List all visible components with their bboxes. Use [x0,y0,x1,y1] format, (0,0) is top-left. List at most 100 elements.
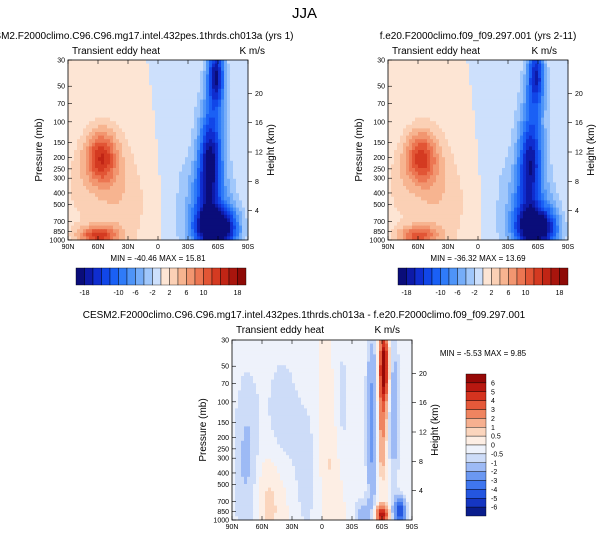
heatmap-cell [116,204,120,208]
heatmap-cell [209,146,213,151]
heatmap-cell [68,114,72,118]
heatmap-cell [218,132,222,136]
heatmap-cell [155,128,159,133]
heatmap-cell [388,85,392,90]
heatmap-cell [523,74,527,79]
heatmap-cell [400,78,404,82]
heatmap-cell [221,135,225,140]
heatmap-cell [215,60,219,64]
heatmap-cell [245,85,249,90]
heatmap-cell [511,150,515,154]
heatmap-cell [110,78,114,82]
heatmap-cell [86,211,90,216]
heatmap-cell [89,70,93,75]
heatmap-cell [448,88,452,93]
heatmap-cell [215,160,219,165]
heatmap-cell [505,106,509,111]
heatmap-cell [215,70,219,75]
heatmap-cell [179,175,183,180]
heatmap-cell [415,85,419,90]
heatmap-cell [391,139,395,144]
heatmap-cell [164,153,168,158]
heatmap-cell [191,189,195,194]
heatmap-cell [227,222,231,226]
heatmap-cell [535,132,539,136]
heatmap-cell [224,74,228,79]
heatmap-cell [206,229,210,234]
heatmap-cell [412,70,416,75]
heatmap-cell [125,150,129,154]
heatmap-cell [535,110,539,115]
heatmap-cell [86,103,90,108]
heatmap-cell [197,164,201,169]
heatmap-cell [457,63,461,68]
heatmap-cell [245,117,249,122]
heatmap-cell [119,164,123,169]
heatmap-cell [505,142,509,147]
heatmap-cell [191,60,195,64]
heatmap-cell [167,114,171,118]
heatmap-cell [218,106,222,111]
heatmap-cell [221,160,225,165]
heatmap-cell [463,114,467,118]
heatmap-cell [212,124,216,129]
heatmap-cell [128,146,132,151]
heatmap-cell [436,117,440,122]
heatmap-cell [412,160,416,165]
heatmap-cell [433,160,437,165]
heatmap-cell [209,164,213,169]
heatmap-cell [239,164,243,169]
heatmap-cell [188,132,192,136]
heatmap-cell [475,88,479,93]
heatmap-cell [206,146,210,151]
heatmap-cell [481,88,485,93]
heatmap-cell [514,160,518,165]
heatmap-cell [221,99,225,104]
heatmap-cell [158,142,162,147]
heatmap-cell [209,88,213,93]
heatmap-cell [212,74,216,79]
heatmap-cell [164,214,168,219]
heatmap-cell [113,225,117,230]
heatmap-cell [191,81,195,86]
heatmap-cell [502,142,506,147]
heatmap-cell [149,139,153,144]
heatmap-cell [463,103,467,108]
heatmap-cell [448,153,452,158]
heatmap-cell [89,128,93,133]
heatmap-cell [239,117,243,122]
heatmap-cell [532,63,536,68]
heatmap-cell [71,186,75,190]
heatmap-cell [403,142,407,147]
heatmap-cell [101,103,105,108]
heatmap-cell [233,232,237,237]
heatmap-cell [499,70,503,75]
heatmap-cell [140,211,144,216]
heatmap-cell [559,121,563,126]
heatmap-cell [391,117,395,122]
heatmap-cell [412,146,416,151]
heatmap-cell [242,189,246,194]
heatmap-cell [239,222,243,226]
heatmap-cell [116,182,120,187]
heatmap-cell [535,157,539,162]
heatmap-cell [137,132,141,136]
heatmap-cell [200,168,204,172]
heatmap-cell [68,70,72,75]
heatmap-cell [149,164,153,169]
heatmap-cell [74,132,78,136]
heatmap-cell [475,63,479,68]
heatmap-cell [559,92,563,97]
heatmap-cell [544,157,548,162]
heatmap-cell [185,207,189,212]
heatmap-cell [403,164,407,169]
heatmap-cell [239,110,243,115]
heatmap-cell [397,157,401,162]
heatmap-cell [215,164,219,169]
heatmap-cell [424,74,428,79]
heatmap-cell [86,236,90,241]
heatmap-cell [466,70,470,75]
heatmap-cell [119,204,123,208]
heatmap-cell [553,164,557,169]
heatmap-cell [128,96,132,100]
